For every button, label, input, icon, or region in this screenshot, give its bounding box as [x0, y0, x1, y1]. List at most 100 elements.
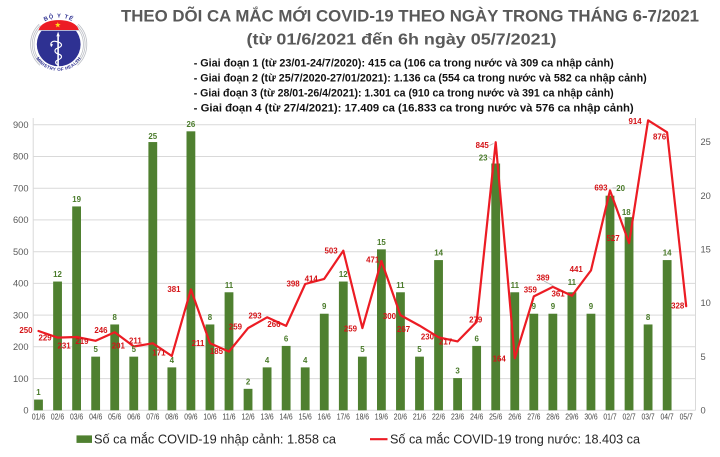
- svg-text:9: 9: [589, 302, 594, 311]
- svg-text:14/6: 14/6: [280, 412, 294, 421]
- svg-text:503: 503: [325, 247, 339, 256]
- svg-text:259: 259: [344, 325, 358, 334]
- svg-text:15: 15: [377, 238, 386, 247]
- svg-text:Số ca mắc COVID-19 nhập cảnh:: Số ca mắc COVID-19 nhập cảnh: 1.858 ca: [94, 432, 337, 447]
- svg-text:246: 246: [94, 326, 108, 335]
- svg-text:30/6: 30/6: [584, 412, 598, 421]
- svg-text:1: 1: [36, 388, 41, 397]
- svg-text:24/6: 24/6: [470, 412, 484, 421]
- svg-text:15: 15: [701, 245, 711, 255]
- svg-text:02/7: 02/7: [623, 412, 637, 421]
- svg-text:800: 800: [13, 152, 29, 162]
- svg-text:02/6: 02/6: [51, 412, 65, 421]
- svg-text:10/6: 10/6: [203, 412, 217, 421]
- svg-text:19: 19: [72, 195, 81, 204]
- svg-text:4: 4: [170, 356, 175, 365]
- svg-text:22/6: 22/6: [432, 412, 446, 421]
- svg-text:266: 266: [267, 320, 281, 329]
- svg-text:01/7: 01/7: [603, 412, 617, 421]
- svg-text:4: 4: [265, 356, 270, 365]
- svg-text:20/6: 20/6: [394, 412, 408, 421]
- svg-text:9: 9: [532, 302, 537, 311]
- svg-text:100: 100: [13, 374, 29, 384]
- svg-text:5: 5: [701, 352, 706, 362]
- svg-text:500: 500: [13, 247, 29, 257]
- svg-text:200: 200: [13, 342, 29, 352]
- svg-text:25: 25: [701, 137, 711, 147]
- svg-text:8: 8: [208, 313, 213, 322]
- svg-text:4: 4: [303, 356, 308, 365]
- svg-text:26: 26: [187, 120, 196, 129]
- svg-text:6: 6: [475, 334, 480, 343]
- svg-text:- Giai đoạn 3 (từ 28/01-26/4/2: - Giai đoạn 3 (từ 28/01-26/4/2021): 1.30…: [194, 87, 614, 99]
- svg-text:20: 20: [701, 191, 711, 201]
- svg-text:185: 185: [210, 347, 224, 356]
- svg-text:18/6: 18/6: [356, 412, 370, 421]
- svg-text:09/6: 09/6: [184, 412, 198, 421]
- svg-text:03/7: 03/7: [642, 412, 656, 421]
- svg-text:15/6: 15/6: [299, 412, 313, 421]
- svg-text:8: 8: [113, 313, 118, 322]
- svg-text:(từ 01/6/2021 đến 6h ngày 05/7: (từ 01/6/2021 đến 6h ngày 05/7/2021): [247, 32, 557, 49]
- svg-text:9: 9: [551, 302, 556, 311]
- svg-text:04/7: 04/7: [661, 412, 675, 421]
- svg-text:900: 900: [13, 120, 29, 130]
- svg-text:441: 441: [570, 265, 584, 274]
- svg-text:17/6: 17/6: [337, 412, 351, 421]
- svg-text:361: 361: [552, 289, 566, 298]
- svg-text:300: 300: [383, 312, 397, 321]
- svg-text:26/6: 26/6: [508, 412, 522, 421]
- svg-text:29/6: 29/6: [565, 412, 579, 421]
- svg-text:693: 693: [594, 183, 608, 192]
- svg-text:28/6: 28/6: [546, 412, 560, 421]
- svg-text:18: 18: [622, 208, 631, 217]
- svg-text:0: 0: [23, 406, 28, 416]
- svg-text:259: 259: [229, 323, 243, 332]
- svg-text:25/6: 25/6: [489, 412, 503, 421]
- svg-text:08/6: 08/6: [165, 412, 179, 421]
- svg-text:914: 914: [629, 117, 643, 126]
- svg-text:11: 11: [225, 281, 234, 290]
- svg-text:217: 217: [439, 337, 453, 346]
- svg-text:3: 3: [455, 367, 460, 376]
- svg-text:5: 5: [417, 345, 422, 354]
- svg-text:05/7: 05/7: [680, 412, 694, 421]
- svg-text:BỘ Y TẾ: BỘ Y TẾ: [43, 12, 75, 23]
- svg-text:293: 293: [249, 311, 263, 320]
- svg-text:- Giai đoạn 1 (từ 23/01-24/7/2: - Giai đoạn 1 (từ 23/01-24/7/2020): 415 …: [194, 57, 614, 69]
- svg-text:11: 11: [568, 278, 577, 287]
- svg-text:8: 8: [646, 313, 651, 322]
- svg-text:527: 527: [607, 234, 621, 243]
- svg-text:23: 23: [479, 153, 488, 162]
- svg-text:5: 5: [94, 345, 99, 354]
- svg-text:11: 11: [396, 281, 405, 290]
- svg-text:20: 20: [616, 184, 625, 193]
- svg-text:07/6: 07/6: [146, 412, 160, 421]
- svg-text:279: 279: [469, 316, 483, 325]
- svg-text:11/6: 11/6: [222, 412, 236, 421]
- svg-text:Số ca mắc COVID-19 trong nước:: Số ca mắc COVID-19 trong nước: 18.403 ca: [390, 432, 641, 447]
- svg-text:600: 600: [13, 215, 29, 225]
- svg-text:06/6: 06/6: [127, 412, 141, 421]
- svg-text:6: 6: [284, 334, 289, 343]
- svg-text:0: 0: [701, 406, 706, 416]
- svg-text:19/6: 19/6: [375, 412, 389, 421]
- svg-text:13/6: 13/6: [261, 412, 275, 421]
- svg-text:700: 700: [13, 183, 29, 193]
- svg-text:14: 14: [663, 249, 672, 258]
- svg-text:23/6: 23/6: [451, 412, 465, 421]
- svg-text:230: 230: [421, 333, 435, 342]
- svg-text:5: 5: [132, 345, 137, 354]
- svg-text:04/6: 04/6: [89, 412, 103, 421]
- svg-text:12/6: 12/6: [242, 412, 256, 421]
- svg-text:THEO DÕI CA MẮC MỚI COVID-19 T: THEO DÕI CA MẮC MỚI COVID-19 THEO NGÀY T…: [121, 6, 699, 26]
- svg-text:211: 211: [192, 339, 205, 348]
- svg-text:11: 11: [511, 281, 520, 290]
- svg-text:2: 2: [246, 377, 251, 386]
- svg-text:398: 398: [287, 279, 301, 288]
- svg-text:12: 12: [53, 270, 62, 279]
- svg-text:164: 164: [493, 354, 507, 363]
- svg-text:328: 328: [671, 301, 685, 310]
- svg-text:01/6: 01/6: [32, 412, 46, 421]
- svg-text:03/6: 03/6: [70, 412, 84, 421]
